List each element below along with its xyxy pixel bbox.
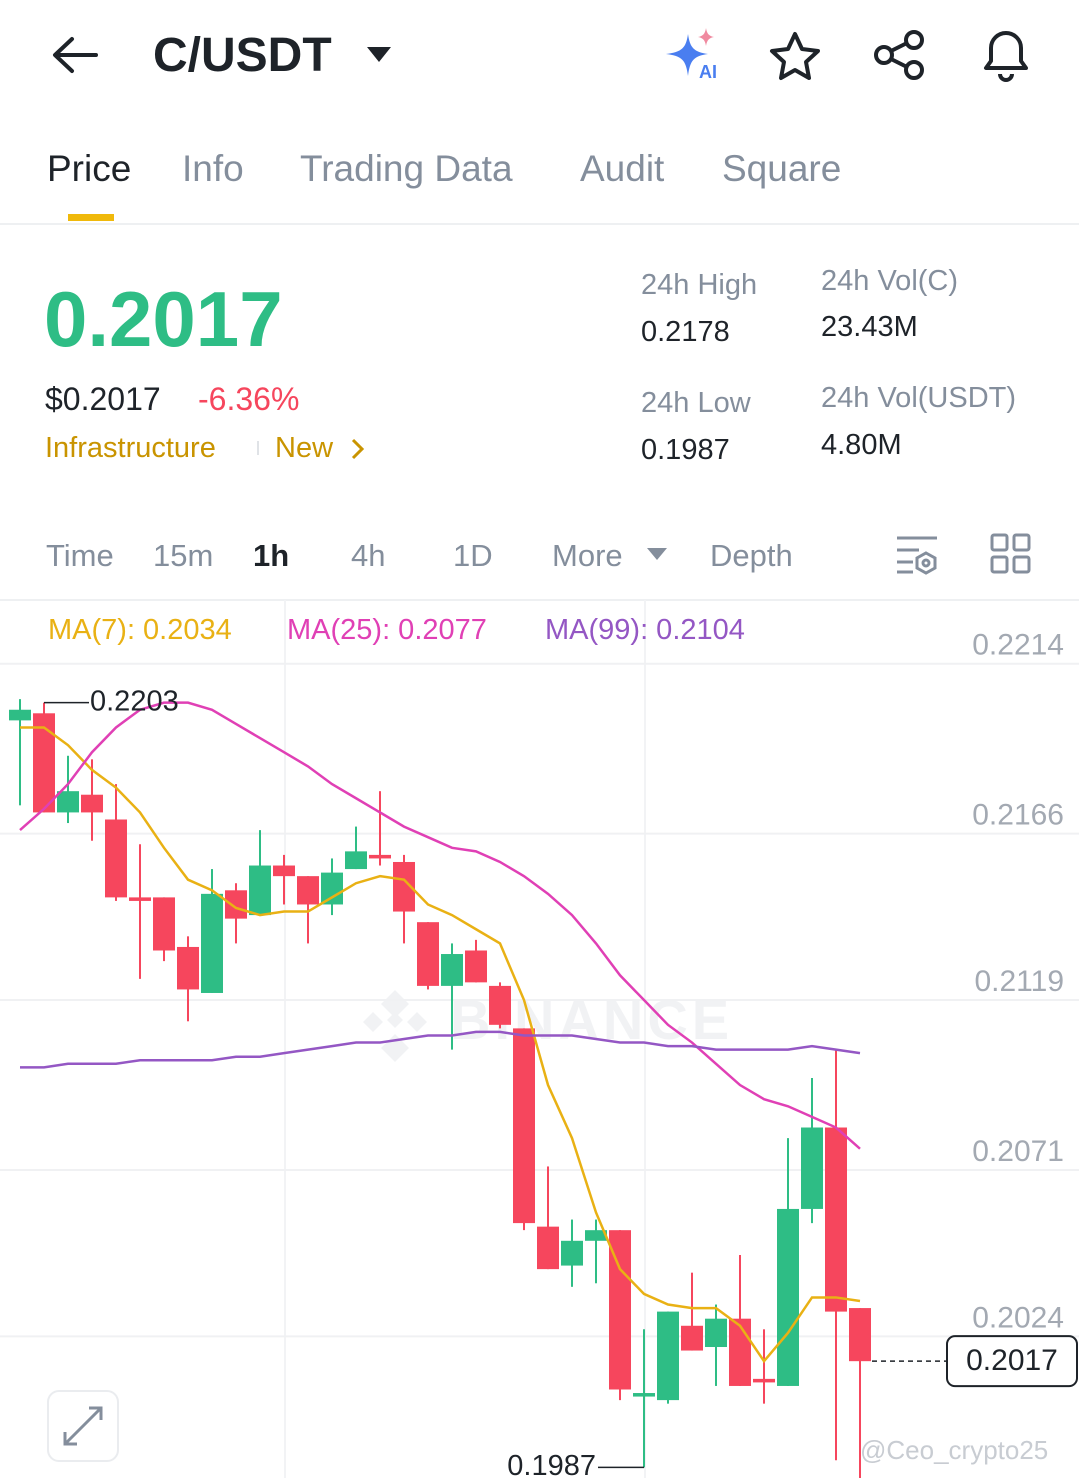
candle-body bbox=[705, 1318, 727, 1348]
candle-body bbox=[57, 791, 79, 813]
ma-legend: MA(99): 0.2104 bbox=[545, 614, 745, 646]
last-price-label: 0.2017 bbox=[966, 1344, 1058, 1377]
timeframe[interactable]: Time bbox=[46, 538, 114, 573]
candle-body bbox=[465, 950, 487, 983]
stat-value: 23.43M bbox=[821, 311, 918, 343]
user-watermark: @Ceo_crypto25 bbox=[860, 1435, 1049, 1465]
y-tick-label: 0.2071 bbox=[972, 1135, 1064, 1168]
indicator-settings[interactable] bbox=[895, 534, 941, 576]
tag-chevron bbox=[351, 438, 365, 460]
ai-badge: AI bbox=[699, 62, 717, 82]
candle-body bbox=[825, 1127, 847, 1312]
candle-body bbox=[681, 1325, 703, 1351]
tag[interactable]: Infrastructure bbox=[45, 432, 216, 464]
stat-value: 0.1987 bbox=[641, 434, 730, 466]
share-button[interactable] bbox=[872, 28, 928, 82]
timeframe[interactable]: 15m bbox=[153, 538, 214, 573]
stat-label: 24h Vol(USDT) bbox=[821, 382, 1017, 414]
candle-body bbox=[489, 985, 511, 1025]
candle-body bbox=[513, 1028, 535, 1224]
divider bbox=[0, 223, 1079, 225]
candle-body bbox=[729, 1318, 751, 1386]
tab[interactable]: Trading Data bbox=[300, 148, 513, 189]
fullscreen-icon bbox=[63, 1406, 103, 1446]
candle-body bbox=[609, 1230, 631, 1390]
alert-button[interactable] bbox=[978, 26, 1034, 82]
candle-body bbox=[225, 890, 247, 919]
favorite-button[interactable] bbox=[768, 30, 822, 82]
back-button[interactable] bbox=[50, 35, 100, 75]
timeframe[interactable]: More bbox=[552, 538, 623, 573]
tab-indicator bbox=[68, 214, 114, 221]
candle-body bbox=[177, 946, 199, 990]
tab[interactable]: Square bbox=[722, 148, 842, 189]
timeframe[interactable]: 1h bbox=[253, 538, 290, 573]
candle-body bbox=[33, 713, 55, 813]
last-price: 0.2017 bbox=[44, 275, 283, 363]
tag-separator bbox=[257, 441, 259, 455]
candle-body bbox=[297, 876, 319, 905]
ma-line bbox=[20, 726, 861, 1364]
candle-body bbox=[273, 865, 295, 877]
ma-legend: MA(7): 0.2034 bbox=[48, 614, 232, 646]
candle-body bbox=[777, 1208, 799, 1386]
candle-body bbox=[249, 865, 271, 916]
timeframe[interactable]: Depth bbox=[710, 538, 793, 573]
timeframe[interactable]: 4h bbox=[351, 538, 386, 573]
candle-body bbox=[537, 1226, 559, 1270]
ma-line bbox=[19, 701, 861, 1150]
tab[interactable]: Audit bbox=[580, 148, 665, 189]
stat-value: 0.2178 bbox=[641, 316, 730, 348]
last-price-box bbox=[946, 1335, 1078, 1388]
ma-legend: MA(25): 0.2077 bbox=[287, 614, 487, 646]
candlestick-chart: BINANCE 0.2214 0.2166 0.2119 0.2071 0.2024 0.… bbox=[0, 600, 1079, 1478]
candle-body bbox=[657, 1311, 679, 1401]
candle-body bbox=[753, 1378, 775, 1383]
candle-body bbox=[153, 897, 175, 951]
pair-title[interactable]: C/USDT bbox=[153, 29, 332, 82]
pair-dropdown[interactable] bbox=[366, 46, 392, 64]
candle-body bbox=[417, 922, 439, 986]
more-dropdown bbox=[647, 548, 667, 560]
stat-value: 4.80M bbox=[821, 429, 902, 461]
y-tick-label: 0.2166 bbox=[972, 799, 1064, 832]
candle-body bbox=[849, 1308, 871, 1362]
timeframe[interactable]: 1D bbox=[453, 538, 493, 573]
y-tick-label: 0.2214 bbox=[972, 629, 1064, 662]
tab[interactable]: Info bbox=[182, 148, 244, 189]
ma-line bbox=[20, 1030, 861, 1069]
tag[interactable]: New bbox=[275, 432, 334, 464]
candle-body bbox=[585, 1230, 607, 1241]
candle-body bbox=[561, 1240, 583, 1266]
divider bbox=[0, 599, 1079, 601]
candle-body bbox=[321, 872, 343, 905]
candle-body bbox=[201, 893, 223, 993]
fullscreen-button[interactable] bbox=[47, 1390, 119, 1462]
logo-watermark: BINANCE bbox=[363, 988, 729, 1062]
candle-body bbox=[393, 861, 415, 912]
layout-toggle[interactable] bbox=[989, 532, 1033, 576]
candle-body bbox=[441, 954, 463, 986]
candle-body bbox=[81, 794, 103, 813]
candle-body bbox=[369, 854, 391, 859]
y-tick-label: 0.2119 bbox=[974, 965, 1064, 998]
price-change: -6.36% bbox=[198, 381, 300, 417]
tab[interactable]: Price bbox=[47, 148, 132, 189]
usd-price: $0.2017 bbox=[45, 381, 161, 417]
candle-body bbox=[129, 897, 151, 901]
stat-label: 24h Vol(C) bbox=[821, 265, 959, 297]
ai-button[interactable]: AI bbox=[662, 26, 724, 84]
low-marker-label: 0.1987 bbox=[507, 1450, 596, 1478]
stat-label: 24h Low bbox=[641, 387, 751, 419]
candle-body bbox=[9, 709, 31, 721]
candle-body bbox=[633, 1393, 655, 1397]
candle-body bbox=[345, 851, 367, 870]
candle-body bbox=[801, 1127, 823, 1209]
y-tick-label: 0.2024 bbox=[972, 1301, 1064, 1334]
stat-label: 24h High bbox=[641, 269, 758, 301]
candle-body bbox=[105, 819, 127, 898]
high-marker-label: 0.2203 bbox=[90, 685, 179, 717]
